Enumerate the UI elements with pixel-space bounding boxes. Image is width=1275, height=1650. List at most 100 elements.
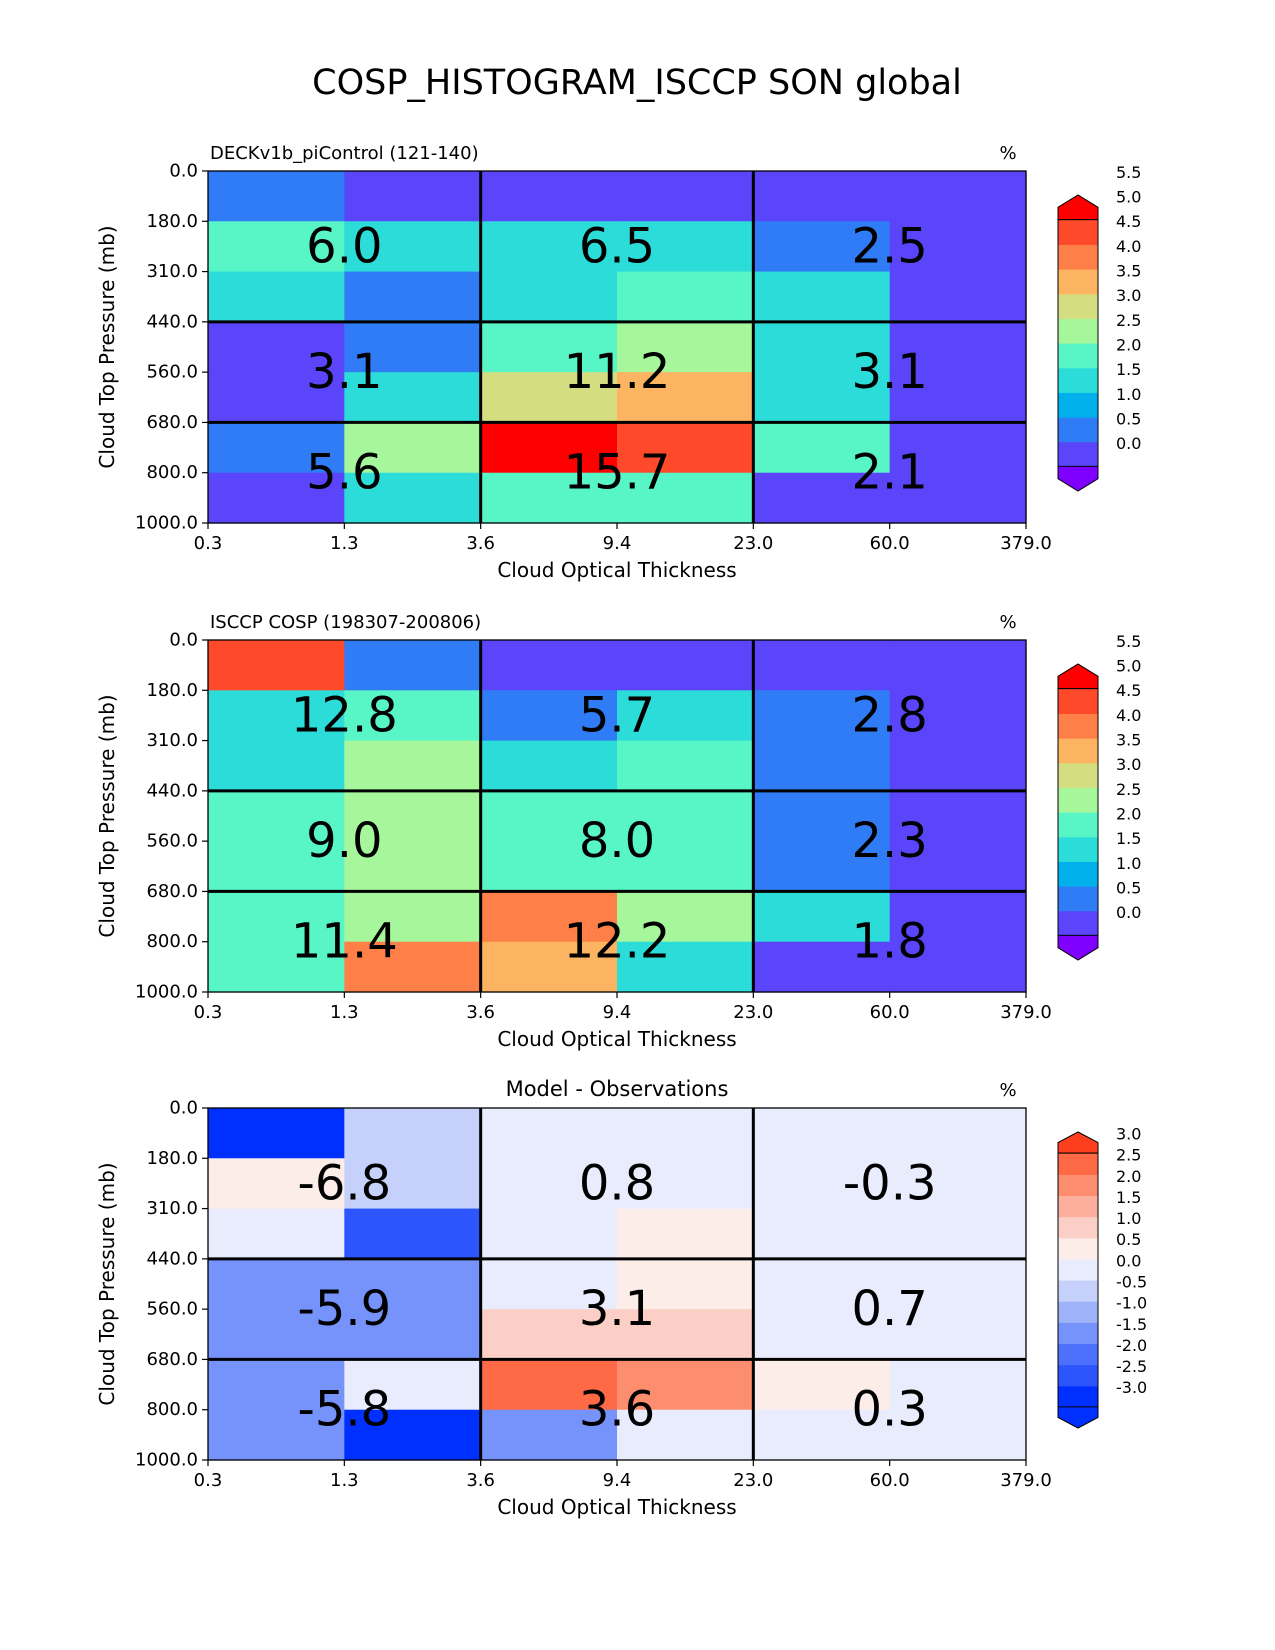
x-tick-label: 3.6 bbox=[466, 1002, 495, 1023]
colorbar-segment bbox=[1058, 861, 1098, 887]
x-tick-label: 1.3 bbox=[330, 1470, 359, 1491]
colorbar-segment bbox=[1058, 367, 1098, 393]
heatmap-cell bbox=[753, 1359, 891, 1411]
heatmap-cell bbox=[753, 1258, 891, 1310]
heatmap-cell bbox=[753, 271, 891, 323]
colorbar-segment bbox=[1058, 762, 1098, 788]
heatmap-cell bbox=[753, 941, 891, 993]
heatmap-cell bbox=[617, 321, 754, 373]
heatmap-cell bbox=[617, 1258, 754, 1310]
group-value-label: -5.8 bbox=[298, 1382, 392, 1438]
x-axis-label: Cloud Optical Thickness bbox=[497, 1027, 736, 1051]
heatmap-cell bbox=[617, 790, 754, 842]
colorbar-tick-label: 3.5 bbox=[1116, 731, 1141, 750]
heatmap-cell bbox=[208, 372, 345, 424]
heatmap-cell bbox=[889, 221, 1027, 273]
colorbar-tick-label: 3.0 bbox=[1116, 286, 1141, 305]
group-value-label: 11.4 bbox=[291, 914, 398, 970]
y-axis-label: Cloud Top Pressure (mb) bbox=[95, 1162, 119, 1405]
heatmap-cell bbox=[617, 1208, 754, 1260]
histogram-panel-3: Model - Observations % -6.8 0.8 -0.3 -5.9 3.1 0… bbox=[95, 1077, 1147, 1519]
heatmap-cell bbox=[617, 171, 754, 222]
x-tick-label: 23.0 bbox=[733, 1002, 773, 1023]
heatmap-cell bbox=[889, 271, 1027, 323]
heatmap-cell bbox=[208, 1258, 345, 1310]
colorbar-segment bbox=[1058, 910, 1098, 936]
y-tick-label: 440.0 bbox=[146, 780, 198, 801]
heatmap-cell bbox=[617, 1108, 754, 1159]
group-value-label: 11.2 bbox=[564, 344, 671, 400]
y-tick-label: 310.0 bbox=[146, 730, 198, 751]
colorbar-tick-label: 0.5 bbox=[1116, 1230, 1141, 1249]
heatmap-cell bbox=[753, 472, 891, 524]
heatmap-cell bbox=[617, 1359, 754, 1411]
colorbar-segment bbox=[1058, 1237, 1098, 1260]
colorbar-tick-label: 5.5 bbox=[1116, 632, 1141, 651]
heatmap-cell bbox=[753, 1409, 891, 1461]
heatmap-cell bbox=[344, 1409, 482, 1461]
group-value-label: 9.0 bbox=[306, 813, 382, 869]
colorbar-segment bbox=[1058, 713, 1098, 739]
colorbar-segment bbox=[1058, 688, 1098, 714]
heatmap-cell bbox=[344, 941, 482, 993]
heatmap-cell bbox=[480, 1258, 618, 1310]
heatmap-cell bbox=[889, 1108, 1027, 1159]
heatmap-cell bbox=[480, 1208, 618, 1260]
x-tick-label: 60.0 bbox=[870, 533, 910, 554]
group-value-label: 2.3 bbox=[851, 813, 927, 869]
heatmap-cell bbox=[344, 740, 482, 792]
heatmap-cell bbox=[344, 1309, 482, 1361]
x-tick-label: 3.6 bbox=[466, 1470, 495, 1491]
heatmap-cell bbox=[889, 472, 1027, 524]
heatmap-cell bbox=[344, 472, 482, 524]
colorbar-extension-high bbox=[1057, 663, 1099, 690]
heatmap-cell bbox=[889, 1158, 1027, 1210]
heatmap-cell bbox=[208, 171, 345, 222]
x-tick-label: 1.3 bbox=[330, 533, 359, 554]
y-tick-label: 0.0 bbox=[169, 1098, 198, 1119]
heatmap-cell bbox=[617, 1309, 754, 1361]
heatmap-cell bbox=[208, 1309, 345, 1361]
heatmap-cell bbox=[344, 422, 482, 474]
colorbar-segment bbox=[1058, 1153, 1098, 1175]
heatmap-cell bbox=[753, 171, 891, 222]
heatmap-cell bbox=[617, 841, 754, 893]
heatmap-cell bbox=[480, 221, 618, 273]
colorbar-segment bbox=[1058, 1364, 1098, 1387]
heatmap-cell bbox=[889, 790, 1027, 842]
y-tick-label: 440.0 bbox=[146, 1248, 198, 1269]
heatmap-cell bbox=[480, 790, 618, 842]
x-tick-label: 9.4 bbox=[603, 1002, 632, 1023]
heatmap-cell bbox=[480, 740, 618, 792]
colorbar-segment bbox=[1058, 787, 1098, 813]
heatmap-cell bbox=[480, 690, 618, 742]
colorbar-segment bbox=[1058, 738, 1098, 764]
heatmap-cell bbox=[344, 221, 482, 273]
heatmap-cell bbox=[753, 891, 891, 943]
colorbar: 0.0 0.5 1.0 1.5 2.0 2.5 3.0 3.5 4.0 4.5 5.0 5.5 bbox=[1057, 632, 1141, 961]
y-tick-label: 180.0 bbox=[146, 680, 198, 701]
group-value-label: 5.7 bbox=[579, 687, 655, 743]
colorbar-frame bbox=[1057, 219, 1099, 467]
heatmap-cell bbox=[753, 690, 891, 742]
colorbar-tick-label: -1.5 bbox=[1116, 1315, 1147, 1334]
y-tick-label: 0.0 bbox=[169, 161, 198, 182]
heatmap-cell bbox=[208, 422, 345, 474]
colorbar-tick-label: 2.5 bbox=[1116, 1146, 1141, 1165]
colorbar-tick-label: 0.5 bbox=[1116, 410, 1141, 429]
y-tick-label: 680.0 bbox=[146, 1349, 198, 1370]
figure-title: COSP_HISTOGRAM_ISCCP SON global bbox=[312, 63, 962, 103]
colorbar-tick-label: -0.5 bbox=[1116, 1273, 1147, 1292]
group-value-label: 8.0 bbox=[579, 813, 655, 869]
y-tick-label: 1000.0 bbox=[135, 982, 198, 1003]
colorbar-tick-label: 0.0 bbox=[1116, 903, 1141, 922]
colorbar-tick-label: 1.5 bbox=[1116, 829, 1141, 848]
heatmap-cell bbox=[753, 1309, 891, 1361]
heatmap-cell bbox=[480, 1309, 618, 1361]
heatmap-cell bbox=[617, 372, 754, 424]
heatmap-cell bbox=[344, 1359, 482, 1411]
colorbar-tick-label: -2.5 bbox=[1116, 1357, 1147, 1376]
group-value-label: 3.6 bbox=[579, 1382, 655, 1438]
y-tick-label: 310.0 bbox=[146, 1198, 198, 1219]
x-axis-label: Cloud Optical Thickness bbox=[497, 1495, 736, 1519]
